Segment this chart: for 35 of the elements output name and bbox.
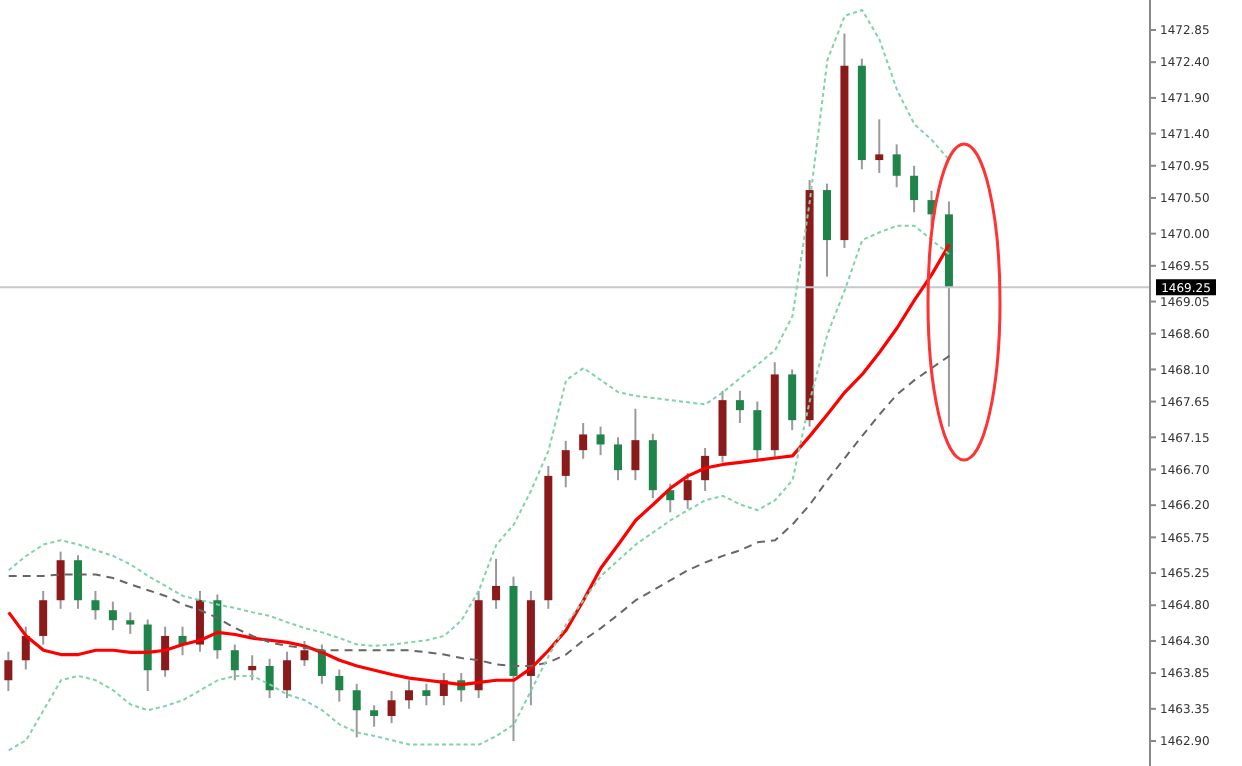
candlestick bbox=[735, 389, 744, 425]
candlestick bbox=[108, 600, 117, 632]
candlestick bbox=[300, 639, 309, 667]
candlestick bbox=[422, 682, 431, 707]
candlestick bbox=[21, 625, 30, 671]
candlestick bbox=[265, 657, 274, 700]
line-series bbox=[7, 9, 951, 647]
candlestick bbox=[370, 704, 379, 728]
candlestick bbox=[39, 589, 48, 646]
candlestick bbox=[753, 400, 762, 460]
candlestick bbox=[126, 611, 135, 635]
candlestick bbox=[4, 650, 13, 692]
candlestick bbox=[788, 368, 797, 432]
candlestick bbox=[283, 650, 292, 700]
candlestick bbox=[683, 472, 692, 510]
candlestick bbox=[579, 422, 588, 460]
candlestick bbox=[875, 118, 884, 174]
candlestick bbox=[387, 689, 396, 725]
candlestick bbox=[910, 164, 919, 214]
candlestick bbox=[561, 439, 570, 489]
candlestick bbox=[248, 654, 257, 682]
candlestick bbox=[74, 554, 83, 610]
candlestick bbox=[631, 407, 640, 482]
candlestick bbox=[161, 625, 170, 678]
candlestick bbox=[492, 557, 501, 610]
candlestick bbox=[91, 589, 100, 621]
candlestick bbox=[404, 679, 413, 710]
candlestick bbox=[143, 618, 152, 692]
candlestick bbox=[892, 143, 901, 189]
candlestick bbox=[613, 436, 622, 482]
candlestick bbox=[56, 550, 65, 610]
candlestick bbox=[352, 682, 361, 739]
candlestick bbox=[596, 425, 605, 457]
candlestick bbox=[230, 643, 239, 682]
candlestick bbox=[335, 668, 344, 703]
